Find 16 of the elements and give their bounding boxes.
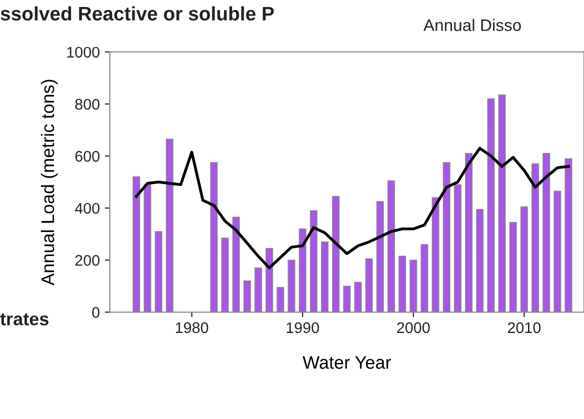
y-tick-label: 0 <box>92 307 100 318</box>
text: ssolved Reactive or soluble P <box>0 6 274 21</box>
y-tick-label: 1000 <box>67 46 100 58</box>
y-tick-label: 800 <box>75 98 100 110</box>
x-axis-title: Water Year <box>302 356 391 369</box>
text: Annual Disso <box>423 18 521 32</box>
x-tick-label: 1990 <box>286 322 319 334</box>
x-tick-label: 2010 <box>508 322 541 334</box>
y-tick-label: 200 <box>75 254 100 266</box>
y-axis-title: Annual Load (metric tons) <box>40 80 58 286</box>
x-tick-label: 1980 <box>176 322 208 334</box>
line-series <box>134 146 570 270</box>
text: trates <box>0 313 48 326</box>
y-tick-label: 600 <box>75 150 100 162</box>
x-tick-label: 2000 <box>397 322 430 334</box>
y-tick-label: 400 <box>74 202 100 214</box>
